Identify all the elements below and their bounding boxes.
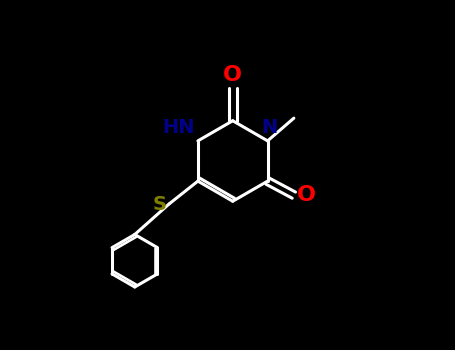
Text: S: S (152, 195, 167, 215)
Text: O: O (223, 65, 242, 85)
Text: HN: HN (162, 118, 195, 136)
Text: N: N (261, 118, 278, 136)
Text: O: O (297, 185, 316, 205)
